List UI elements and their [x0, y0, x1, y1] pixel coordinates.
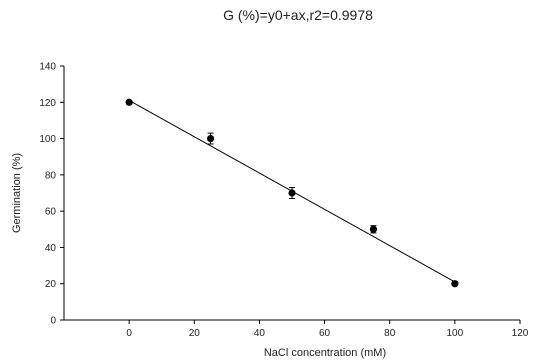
x-tick-label: 60 [319, 328, 331, 339]
data-point [451, 280, 459, 288]
data-point [369, 225, 378, 233]
chart-title: G (%)=y0+ax,r2=0.9978 [223, 7, 373, 23]
y-tick-label: 100 [39, 134, 56, 145]
data-point [206, 134, 215, 143]
y-tick-label: 80 [45, 170, 57, 181]
x-tick-label: 100 [447, 328, 464, 339]
data-points [125, 98, 459, 288]
x-axis-label: NaCl concentration (mM) [264, 347, 386, 359]
data-point [288, 189, 296, 197]
y-axis-label: Germination (%) [11, 153, 23, 233]
data-point [125, 98, 133, 106]
ticks: 0 20 40 60 80 100 120 0 20 40 60 80 100 120 140 [39, 62, 528, 340]
x-tick-label: 120 [512, 328, 529, 339]
y-tick-label: 0 [50, 316, 56, 327]
y-tick-label: 140 [39, 62, 56, 73]
y-tick-label: 120 [39, 98, 56, 109]
axes [63, 66, 520, 321]
y-tick-label: 60 [45, 207, 57, 218]
x-tick-label: 20 [189, 328, 201, 339]
x-tick-label: 0 [126, 328, 132, 339]
y-tick-label: 20 [45, 279, 57, 290]
y-tick-label: 40 [45, 243, 57, 254]
x-tick-label: 80 [384, 328, 396, 339]
x-tick-label: 40 [254, 328, 266, 339]
